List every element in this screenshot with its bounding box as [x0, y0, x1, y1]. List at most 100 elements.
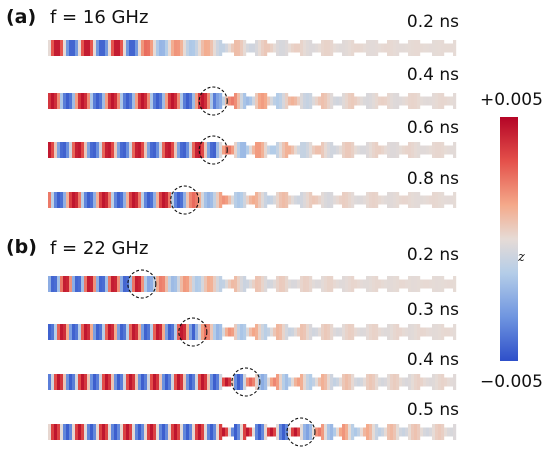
strip-slice	[153, 374, 157, 390]
strip-slice	[297, 145, 301, 155]
strip-slice	[69, 93, 73, 109]
strip-slice	[60, 374, 64, 390]
strip-slice	[186, 40, 190, 56]
strip-slice	[450, 195, 454, 205]
strip-slice	[120, 192, 124, 208]
strip-slice	[330, 374, 334, 390]
strip-slice	[87, 40, 91, 56]
strip-slice	[63, 93, 67, 109]
strip-slice	[288, 195, 292, 205]
strip-slice	[270, 96, 274, 106]
strip-slice	[228, 327, 232, 337]
strip-slice	[123, 424, 127, 440]
strip-slice	[318, 96, 322, 106]
strip-slice	[165, 424, 169, 440]
strip-slice	[78, 374, 82, 390]
strip-slice	[414, 93, 418, 109]
strip-slice	[198, 276, 202, 292]
strip-slice	[327, 142, 331, 158]
strip-slice	[318, 377, 322, 387]
strip-slice	[216, 192, 220, 208]
strip-slice	[96, 324, 100, 340]
strip-slice	[402, 427, 406, 437]
strip-slice	[327, 324, 331, 340]
strip-slice	[441, 93, 445, 109]
strip-slice	[57, 374, 61, 390]
strip-slice	[60, 424, 64, 440]
strip-slice	[342, 276, 346, 292]
strip-slice	[210, 424, 214, 440]
strip-slice	[99, 374, 103, 390]
strip-slice	[210, 40, 214, 56]
strip-slice	[204, 424, 208, 440]
strip-slice	[432, 374, 436, 390]
strip-slice	[309, 424, 313, 440]
strip-slice	[357, 279, 361, 289]
strip-slice	[216, 324, 220, 340]
strip-slice	[408, 424, 412, 440]
strip-slice	[111, 324, 115, 340]
strip-slice	[438, 424, 442, 440]
strip-slice	[270, 427, 274, 437]
strip-slice	[165, 142, 169, 158]
strip-slice	[399, 145, 403, 155]
strip-slice	[108, 276, 112, 292]
strip-slice	[309, 40, 313, 56]
strip-slice	[282, 93, 286, 109]
strip-slice	[402, 195, 406, 205]
strip-slice	[180, 40, 184, 56]
strip-slice	[306, 324, 310, 340]
strip-slice	[132, 276, 136, 292]
strip-slice	[303, 424, 307, 440]
strip-slice	[414, 276, 418, 292]
strip-slice	[279, 93, 283, 109]
strip-slice	[336, 427, 340, 437]
strip-slice	[195, 93, 199, 109]
strip-slice	[72, 93, 76, 109]
strip-slice	[411, 93, 415, 109]
strip-slice	[384, 279, 388, 289]
strip-slice	[171, 276, 175, 292]
strip-slice	[327, 424, 331, 440]
strip-slice	[429, 327, 433, 337]
strip-slice	[216, 93, 220, 109]
strip-slice	[162, 374, 166, 390]
time-label-b4: 0.5 ns	[406, 400, 459, 420]
strip-slice	[303, 192, 307, 208]
strip-slice	[405, 427, 409, 437]
strip-slice	[255, 192, 259, 208]
strip-slice	[450, 96, 454, 106]
strip-slice	[180, 93, 184, 109]
strip-slice	[207, 192, 211, 208]
strip-slice	[204, 93, 208, 109]
strip-slice	[324, 93, 328, 109]
strip-slice	[333, 327, 337, 337]
strip-slice	[144, 324, 148, 340]
strip-slice	[255, 374, 259, 390]
strip-slice	[57, 424, 61, 440]
strip-slice	[306, 192, 310, 208]
strip-slice	[450, 145, 454, 155]
strip-slice	[273, 43, 277, 53]
strip-slice	[321, 424, 325, 440]
strip-slice	[207, 93, 211, 109]
strip-slice	[198, 374, 202, 390]
strip-slice	[297, 279, 301, 289]
wavefront-marker	[286, 417, 316, 447]
strip-slice	[90, 374, 94, 390]
strip-slice	[213, 142, 217, 158]
strip-slice	[189, 324, 193, 340]
strip-slice	[321, 374, 325, 390]
strip-slice	[258, 142, 262, 158]
strip-slice	[336, 145, 340, 155]
strip-slice	[273, 327, 277, 337]
strip-slice	[300, 276, 304, 292]
strip-slice	[105, 40, 109, 56]
strip-slice	[153, 324, 157, 340]
strip-slice	[294, 43, 298, 53]
strip-slice	[120, 324, 124, 340]
strip-slice	[399, 327, 403, 337]
strip-slice	[303, 93, 307, 109]
strip-slice	[315, 145, 319, 155]
strip-slice	[162, 276, 166, 292]
